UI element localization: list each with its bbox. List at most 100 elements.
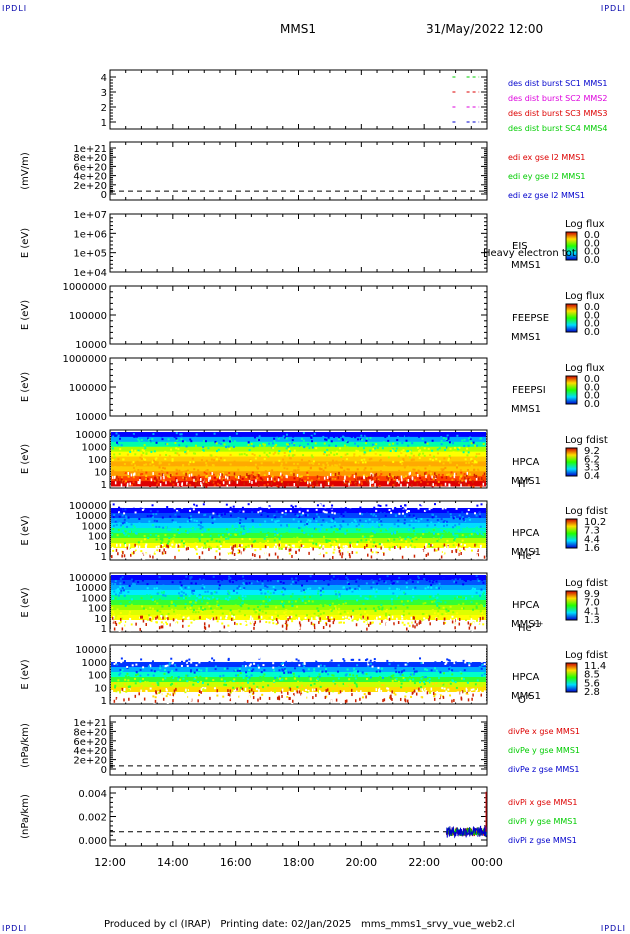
heatmap-cell (434, 524, 437, 527)
heatmap-cell (250, 442, 253, 445)
heatmap-cell (164, 622, 166, 626)
heatmap-cell (355, 525, 358, 528)
heatmap-cell (324, 528, 327, 531)
heatmap-cell (268, 474, 271, 477)
heatmap-cell (360, 617, 363, 620)
heatmap-cell (192, 611, 195, 614)
heatmap-cell (212, 596, 215, 599)
heatmap-cell (295, 619, 298, 623)
heatmap-cell (396, 436, 399, 439)
heatmap-cell (461, 607, 464, 610)
heatmap-cell (171, 540, 174, 543)
heatmap-cell (373, 627, 376, 630)
heatmap-cell (138, 517, 141, 520)
heatmap-cell (335, 444, 338, 447)
heatmap-cell (244, 553, 247, 556)
heatmap-cell (243, 482, 246, 486)
heatmap-cell (230, 612, 233, 615)
heatmap-cell (162, 473, 165, 477)
heatmap-cell (399, 546, 402, 550)
heatmap-cell (169, 693, 172, 696)
heatmap-cell (126, 619, 128, 623)
heatmap-cell (306, 625, 309, 628)
heatmap-cell (213, 518, 216, 521)
heatmap-cell (315, 553, 318, 557)
heatmap-cell (425, 690, 428, 693)
heatmap-cell (122, 551, 124, 555)
heatmap-cell (217, 448, 220, 451)
heatmap-cell (423, 577, 426, 580)
heatmap-cell (383, 552, 385, 556)
heatmap-cell (234, 544, 237, 548)
heatmap-cell (268, 599, 271, 602)
heatmap-cell (480, 532, 483, 535)
heatmap-cell (128, 543, 131, 547)
heatmap-cell (360, 483, 363, 486)
heatmap-cell (216, 694, 219, 697)
heatmap-cell (122, 661, 125, 664)
heatmap-cell (322, 575, 325, 578)
heatmap-cell (308, 459, 311, 462)
heatmap-cell (268, 621, 271, 624)
heatmap-cell (141, 554, 144, 558)
heatmap-cell (396, 438, 399, 441)
y-axis-label: E (eV) (20, 300, 31, 330)
heatmap-cell (261, 582, 264, 585)
heatmap-cell (365, 673, 368, 676)
heatmap-cell (391, 507, 394, 510)
heatmap-cell (155, 513, 158, 516)
heatmap-cell (392, 483, 395, 486)
heatmap-cell (252, 668, 255, 671)
heatmap-cell (116, 663, 119, 666)
heatmap-cell (428, 542, 431, 545)
heatmap-cell (156, 592, 159, 595)
heatmap-cell (363, 620, 366, 623)
heatmap-cell (439, 671, 442, 674)
heatmap-cell (444, 466, 447, 469)
heatmap-cell (411, 580, 414, 583)
heatmap-cell (295, 577, 298, 580)
heatmap-cell (303, 523, 306, 526)
heatmap-cell (128, 601, 131, 604)
heatmap-cell (242, 614, 245, 617)
heatmap-cell (306, 555, 309, 559)
heatmap-cell (283, 451, 286, 454)
heatmap-cell (114, 597, 117, 600)
heatmap-cell (479, 485, 482, 488)
heatmap-cell (410, 599, 413, 602)
heatmap-cell (300, 513, 303, 516)
heatmap-cell (340, 525, 343, 528)
heatmap-cell (329, 624, 331, 628)
heatmap-cell (153, 599, 156, 602)
heatmap-cell (253, 626, 255, 630)
heatmap-cell (196, 668, 199, 671)
heatmap-cell (274, 451, 277, 454)
heatmap-cell (395, 556, 398, 559)
heatmap-cell (354, 461, 357, 464)
heatmap-cell (207, 528, 210, 531)
heatmap-cell (351, 521, 354, 524)
heatmap-cell (460, 483, 462, 487)
heatmap-cell (422, 530, 425, 533)
heatmap-band (111, 580, 486, 586)
heatmap-cell (350, 589, 353, 592)
heatmap-cell (213, 484, 216, 487)
heatmap-cell (379, 670, 382, 673)
heatmap-cell (116, 626, 118, 630)
heatmap-cell (452, 622, 455, 625)
heatmap-cell (367, 481, 369, 485)
heatmap-cell (112, 528, 115, 531)
heatmap-cell (136, 460, 139, 463)
heatmap-cell (132, 579, 135, 582)
heatmap-cell (180, 436, 183, 439)
heatmap-cell (243, 526, 246, 529)
heatmap-cell (404, 663, 407, 666)
heatmap-cell (381, 623, 383, 627)
heatmap-cell (121, 587, 124, 590)
heatmap-cell (452, 526, 455, 529)
heatmap-cell (179, 586, 182, 589)
heatmap-cell (382, 441, 385, 444)
heatmap-cell (476, 554, 478, 558)
heatmap-cell (348, 549, 351, 553)
